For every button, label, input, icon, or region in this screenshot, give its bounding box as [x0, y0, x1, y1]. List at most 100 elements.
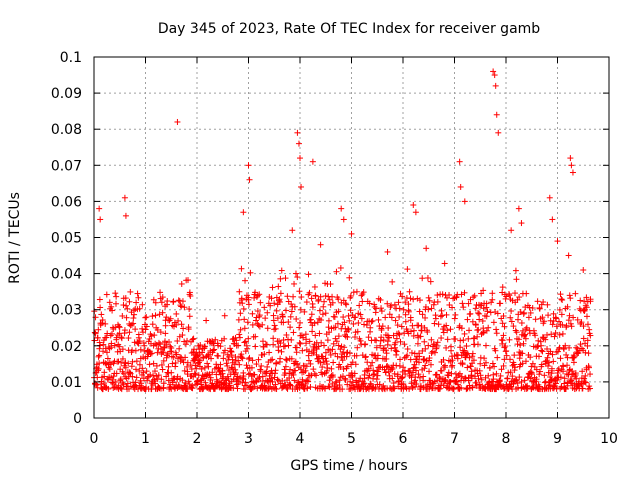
data-point — [523, 290, 530, 297]
data-point — [341, 319, 348, 326]
data-point — [431, 349, 438, 356]
data-point — [402, 383, 409, 390]
data-point — [257, 299, 264, 306]
data-point — [309, 304, 316, 311]
data-point — [104, 355, 111, 362]
data-point — [371, 301, 378, 308]
data-point — [301, 308, 308, 315]
y-axis-label: ROTI / TECUs — [7, 192, 23, 284]
data-point — [139, 301, 146, 308]
data-point — [401, 341, 408, 348]
data-point — [557, 374, 564, 381]
data-point — [274, 315, 281, 322]
data-point — [358, 315, 365, 322]
data-point — [553, 323, 560, 330]
data-point — [136, 367, 143, 374]
data-point — [440, 329, 447, 336]
data-point — [315, 343, 322, 350]
data-point — [343, 301, 350, 308]
data-point — [365, 334, 372, 341]
data-point — [477, 360, 484, 367]
data-point — [463, 386, 470, 393]
data-point — [264, 309, 271, 316]
data-point — [538, 301, 545, 308]
data-point — [461, 330, 468, 337]
data-point — [297, 306, 304, 313]
data-point — [269, 378, 276, 385]
data-point — [507, 369, 514, 376]
data-point — [282, 363, 289, 370]
data-point — [228, 352, 235, 359]
data-point — [138, 380, 145, 387]
data-point — [536, 371, 543, 378]
data-point — [228, 364, 235, 371]
data-point — [325, 324, 332, 331]
data-point — [132, 347, 139, 354]
data-point — [473, 379, 480, 386]
data-point — [280, 337, 287, 344]
data-point — [256, 312, 263, 319]
data-point — [521, 377, 528, 384]
data-point — [359, 298, 366, 305]
data-point — [407, 314, 414, 321]
data-point — [366, 372, 373, 379]
data-point — [376, 381, 383, 388]
data-point — [443, 344, 450, 351]
data-point — [494, 354, 501, 361]
data-point — [258, 362, 265, 369]
data-point — [485, 324, 492, 331]
data-point — [549, 216, 556, 223]
data-point — [98, 320, 105, 327]
data-point — [373, 344, 380, 351]
data-point — [534, 343, 541, 350]
data-point — [130, 315, 137, 322]
data-point — [121, 327, 128, 334]
data-point — [558, 311, 565, 318]
data-point — [350, 320, 357, 327]
data-point — [516, 294, 523, 301]
data-point — [541, 372, 548, 379]
data-point — [357, 311, 364, 318]
data-point — [360, 289, 367, 296]
data-point — [270, 384, 277, 391]
data-point — [295, 379, 302, 386]
data-point — [184, 337, 191, 344]
data-point — [467, 363, 474, 370]
data-point — [556, 331, 563, 338]
data-point — [271, 300, 278, 307]
data-point — [186, 306, 193, 313]
data-point — [491, 363, 498, 370]
data-point — [523, 383, 530, 390]
data-point — [519, 327, 526, 334]
data-point — [328, 365, 335, 372]
data-point — [254, 308, 261, 315]
data-point — [424, 328, 431, 335]
data-point — [238, 354, 245, 361]
data-point — [458, 384, 465, 391]
data-point — [352, 334, 359, 341]
data-point — [192, 371, 199, 378]
data-point — [101, 369, 108, 376]
data-point — [327, 281, 334, 288]
data-point — [123, 314, 130, 321]
data-point — [322, 310, 329, 317]
data-point — [463, 351, 470, 358]
x-tick-label: 4 — [296, 431, 305, 447]
data-point — [236, 331, 243, 338]
data-point — [338, 205, 345, 212]
data-point — [251, 371, 258, 378]
data-point — [564, 362, 571, 369]
data-point — [253, 361, 260, 368]
data-point — [245, 335, 252, 342]
data-point — [506, 336, 513, 343]
data-point — [500, 312, 507, 319]
data-point — [282, 343, 289, 350]
data-point — [503, 347, 510, 354]
data-point — [570, 359, 577, 366]
data-point — [527, 309, 534, 316]
data-point — [567, 295, 574, 302]
data-point — [459, 300, 466, 307]
data-point — [185, 378, 192, 385]
data-point — [317, 241, 324, 248]
data-point — [370, 367, 377, 374]
